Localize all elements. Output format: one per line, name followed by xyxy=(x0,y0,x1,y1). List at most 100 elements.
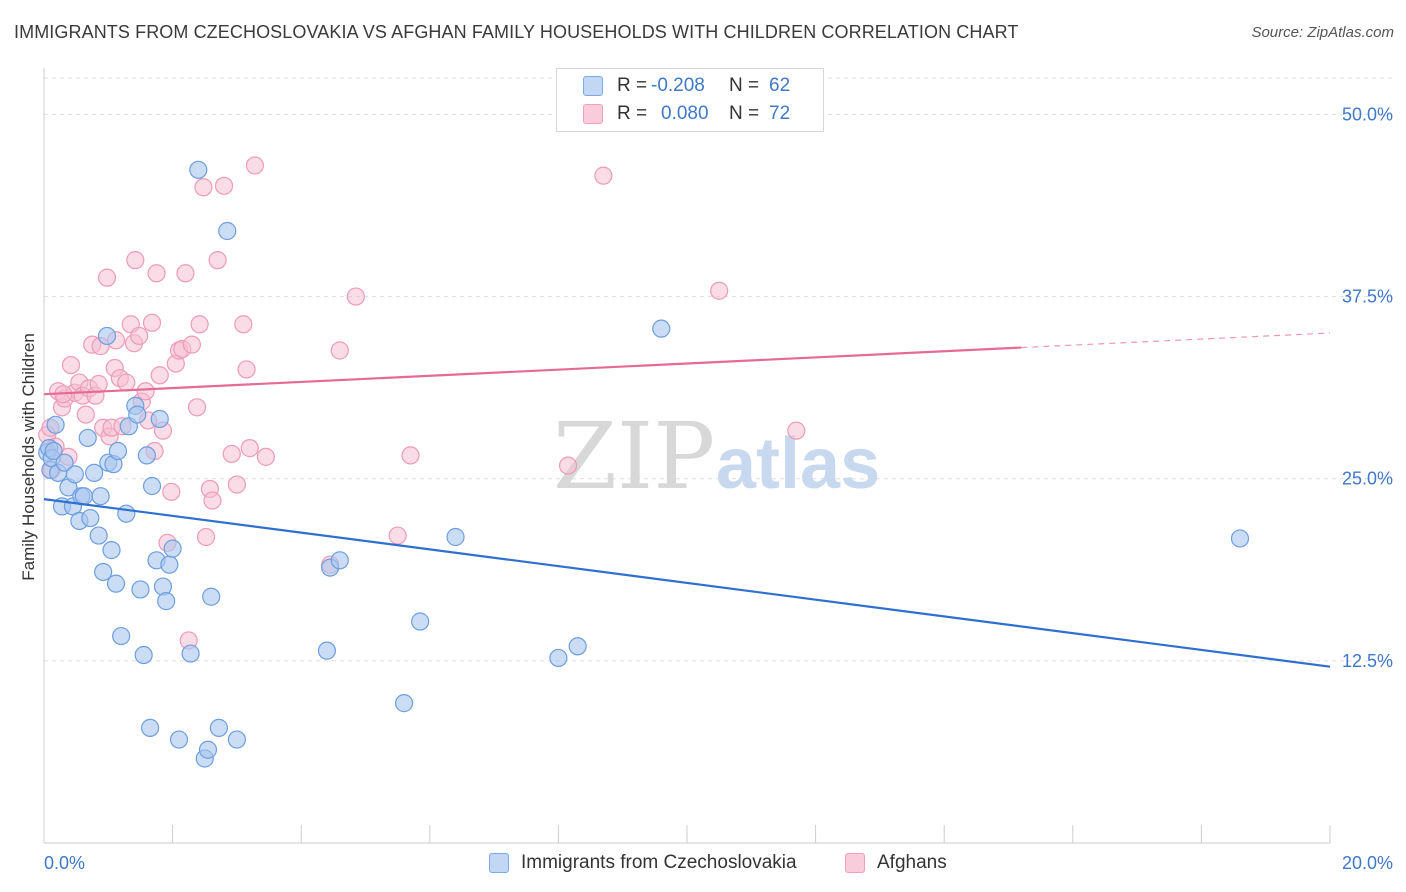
point-czechoslovakia xyxy=(117,504,136,523)
legend-n-label: N = xyxy=(729,103,760,124)
legend-label-afghans: Afghans xyxy=(877,852,947,873)
point-afghans xyxy=(126,251,145,270)
point-afghans xyxy=(558,456,578,475)
legend-row-czechoslovakia: R = -0.208 N = 62 xyxy=(557,72,790,100)
point-afghans xyxy=(117,373,136,392)
point-afghans xyxy=(594,166,613,185)
point-czechoslovakia xyxy=(163,539,182,558)
legend-row-afghans: R = 0.080 N = 72 xyxy=(557,100,790,128)
point-afghans xyxy=(245,156,265,175)
point-czechoslovakia xyxy=(112,626,131,646)
point-afghans xyxy=(214,176,234,195)
y-tick-label: 25.0% xyxy=(1342,469,1393,489)
point-czechoslovakia xyxy=(44,441,63,461)
x-tick-label: 0.0% xyxy=(44,853,85,873)
y-tick-label: 37.5% xyxy=(1342,287,1393,307)
point-czechoslovakia xyxy=(108,441,128,461)
point-afghans xyxy=(176,264,195,283)
point-czechoslovakia xyxy=(157,592,176,611)
trend-afghans xyxy=(43,346,1022,396)
series-afghans xyxy=(38,156,806,650)
point-czechoslovakia xyxy=(137,446,156,465)
legend-n-value: 62 xyxy=(769,75,791,96)
legend-r-value: 0.080 xyxy=(661,103,709,124)
point-afghans xyxy=(182,335,201,354)
point-czechoslovakia xyxy=(89,526,108,545)
legend-swatch-blue xyxy=(489,853,509,873)
point-czechoslovakia xyxy=(106,574,126,593)
legend-swatch-pink xyxy=(583,104,603,124)
point-czechoslovakia xyxy=(140,718,160,737)
point-czechoslovakia xyxy=(131,580,150,599)
point-afghans xyxy=(97,268,117,287)
legend-r-value: -0.208 xyxy=(651,75,705,96)
point-czechoslovakia xyxy=(142,476,162,496)
point-czechoslovakia xyxy=(81,508,100,528)
point-czechoslovakia xyxy=(94,562,113,582)
series-czechoslovakia xyxy=(38,160,1250,768)
point-czechoslovakia xyxy=(549,648,568,668)
point-afghans xyxy=(240,439,259,458)
point-afghans xyxy=(61,355,81,375)
point-afghans xyxy=(330,341,349,360)
point-czechoslovakia xyxy=(189,160,208,179)
point-czechoslovakia xyxy=(181,644,200,663)
point-afghans xyxy=(147,264,166,283)
legend-r-label: R = xyxy=(617,75,648,96)
trend-afghans-extension xyxy=(1021,332,1331,349)
correlation-legend: R = -0.208 N = 62 R = 0.080 N = 72 xyxy=(556,68,824,132)
point-czechoslovakia xyxy=(394,694,414,713)
point-czechoslovakia xyxy=(209,718,228,737)
point-afghans xyxy=(194,178,213,197)
point-czechoslovakia xyxy=(91,487,110,506)
point-czechoslovakia xyxy=(55,453,74,472)
point-afghans xyxy=(787,421,806,440)
legend-n-label: N = xyxy=(729,75,760,96)
point-czechoslovakia xyxy=(227,730,246,749)
source-label: Source: ZipAtlas.com xyxy=(1251,24,1394,41)
point-czechoslovakia xyxy=(330,551,349,570)
point-czechoslovakia xyxy=(150,409,169,429)
point-afghans xyxy=(237,360,256,379)
point-czechoslovakia xyxy=(198,740,218,759)
point-czechoslovakia xyxy=(102,541,121,560)
point-afghans xyxy=(710,281,729,300)
trend-czechoslovakia xyxy=(43,498,1331,668)
chart-title: IMMIGRANTS FROM CZECHOSLOVAKIA VS AFGHAN… xyxy=(14,22,1019,42)
point-czechoslovakia xyxy=(1230,529,1250,548)
point-afghans xyxy=(203,491,222,510)
legend-item-afghans: Afghans xyxy=(845,852,947,874)
point-afghans xyxy=(76,405,95,424)
point-czechoslovakia xyxy=(446,527,465,547)
point-afghans xyxy=(196,527,216,547)
point-afghans xyxy=(142,313,162,332)
legend-swatch-pink xyxy=(845,853,865,873)
point-czechoslovakia xyxy=(652,319,671,338)
point-afghans xyxy=(401,446,420,465)
point-afghans xyxy=(89,374,108,394)
point-afghans xyxy=(150,366,169,385)
point-afghans xyxy=(227,475,246,494)
point-czechoslovakia xyxy=(160,555,179,574)
watermark-zip: ZIP xyxy=(553,403,715,510)
point-afghans xyxy=(136,382,155,401)
legend-r-label: R = xyxy=(617,103,648,124)
point-czechoslovakia xyxy=(202,587,221,606)
point-afghans xyxy=(222,444,241,464)
legend-swatch-blue xyxy=(583,76,603,96)
point-czechoslovakia xyxy=(65,465,84,484)
legend-n-value: 72 xyxy=(769,103,791,124)
point-czechoslovakia xyxy=(568,637,587,656)
trend-lines xyxy=(43,332,1331,668)
point-czechoslovakia xyxy=(169,730,189,749)
x-tick-label: 20.0% xyxy=(1342,853,1393,873)
point-czechoslovakia xyxy=(411,612,430,631)
point-afghans xyxy=(388,526,407,545)
point-czechoslovakia xyxy=(46,415,65,434)
point-czechoslovakia xyxy=(74,487,93,506)
point-czechoslovakia xyxy=(134,645,153,665)
tick-labels: 12.5% 25.0% 37.5% 50.0% 0.0% 20.0% xyxy=(44,104,1393,873)
y-tick-label: 12.5% xyxy=(1342,651,1393,671)
legend-label-czechoslovakia: Immigrants from Czechoslovakia xyxy=(521,852,797,873)
